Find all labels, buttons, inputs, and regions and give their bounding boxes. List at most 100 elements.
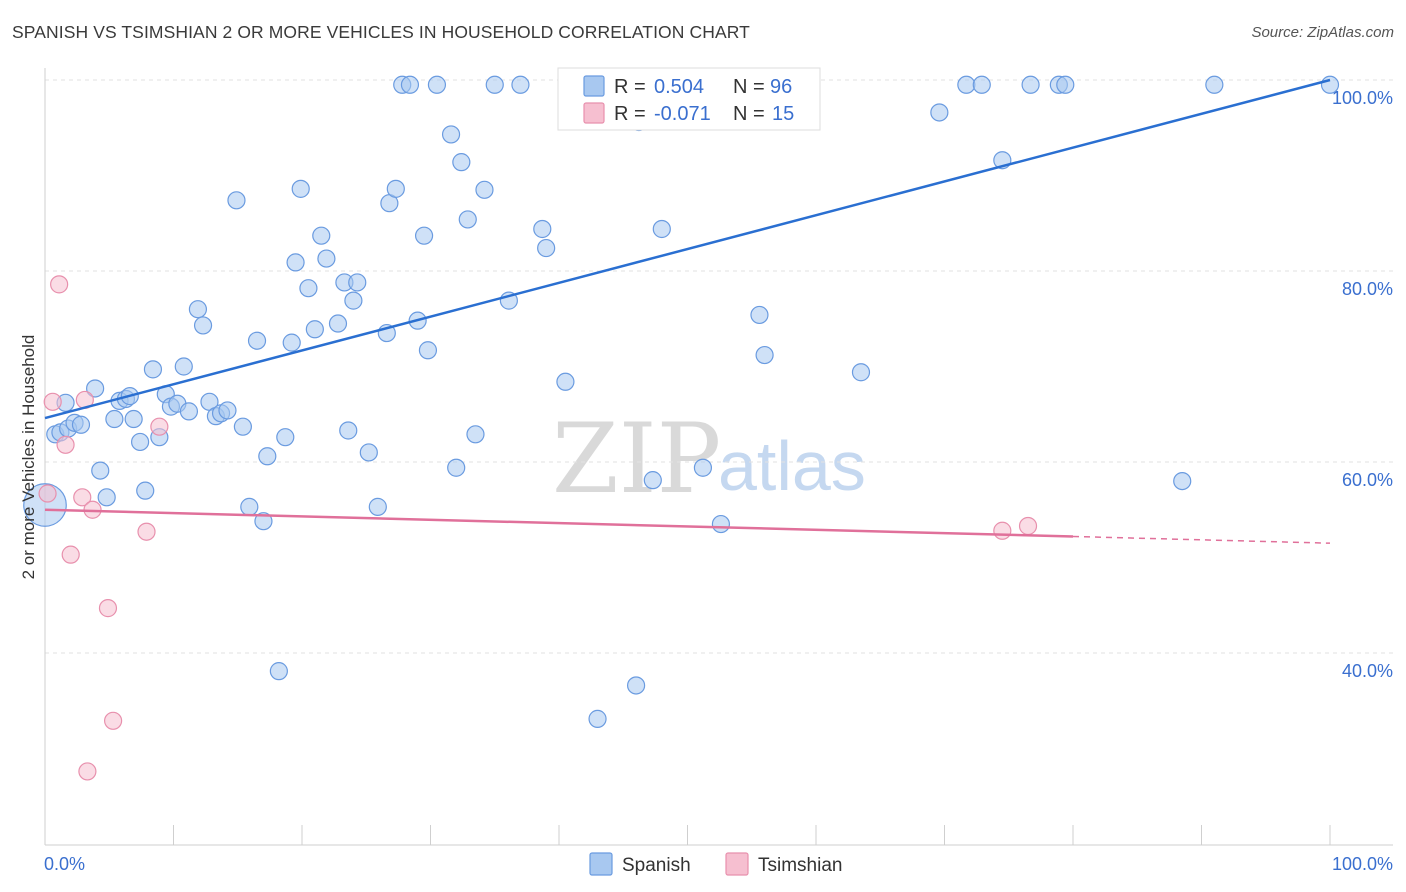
watermark: ZIP atlas <box>552 403 866 515</box>
tsimshian-trend-line <box>44 508 1074 538</box>
spanish-point <box>693 458 713 477</box>
spanish-point <box>344 291 363 310</box>
tsimshian-point <box>61 545 80 564</box>
spanish-point <box>71 415 91 434</box>
spanish-point <box>427 75 447 94</box>
tsimshian-point <box>137 522 156 541</box>
spanish-point <box>1056 75 1075 94</box>
spanish-point <box>1173 472 1192 491</box>
spanish-point <box>458 210 477 229</box>
spanish-point <box>105 409 124 429</box>
spanish-point <box>511 75 530 94</box>
x-tick-label-min: 0.0% <box>44 854 85 874</box>
spanish-point <box>91 461 110 480</box>
spanish-point <box>188 300 208 319</box>
spanish-point <box>136 481 155 500</box>
spanish-point <box>218 401 237 420</box>
spanish-point <box>247 331 267 350</box>
tsimshian-point <box>98 599 118 618</box>
spanish-point <box>291 179 310 198</box>
y-tick-label-40: 40.0% <box>1342 661 1393 681</box>
tsimshian-point <box>993 521 1012 540</box>
spanish-point <box>328 314 348 333</box>
legend-n-label-tsimshian: N = <box>733 103 765 125</box>
spanish-point <box>533 219 552 239</box>
legend-r-value-spanish: 0.504 <box>654 76 704 98</box>
legend-n-value-spanish: 96 <box>770 76 792 98</box>
spanish-point <box>711 514 731 534</box>
spanish-point <box>556 372 575 391</box>
spanish-point <box>86 379 105 398</box>
legend-r-value-tsimshian: -0.071 <box>654 103 711 125</box>
spanish-point <box>305 320 324 339</box>
spanish-point <box>485 75 504 94</box>
spanish-point <box>466 425 485 444</box>
spanish-point <box>359 443 378 462</box>
spanish-point <box>240 497 259 516</box>
spanish-point <box>452 153 471 172</box>
legend-r-label-spanish: R = <box>614 76 646 98</box>
spanish-point <box>1021 75 1040 94</box>
spanish-point <box>643 471 662 490</box>
spanish-point <box>400 75 420 94</box>
source-note: Source: ZipAtlas.com <box>1251 24 1394 41</box>
spanish-point <box>227 191 246 210</box>
bottom-legend-label-tsimshian: Tsimshian <box>758 855 842 876</box>
gridlines <box>45 79 1393 654</box>
tsimshian-trend-extension <box>1072 535 1331 544</box>
spanish-point <box>537 238 556 258</box>
spanish-point <box>414 226 434 245</box>
spanish-point <box>233 417 252 436</box>
spanish-point <box>286 253 305 272</box>
spanish-point <box>254 512 273 531</box>
spanish-point <box>193 316 213 335</box>
spanish-point <box>174 357 193 376</box>
tsimshian-point <box>56 435 75 454</box>
legend-r-label-tsimshian: R = <box>614 103 646 125</box>
legend-box: R = 0.504 N = 96 R = -0.071 N = 15 <box>557 67 821 131</box>
bottom-legend-swatch-tsimshian <box>725 852 749 876</box>
legend-swatch-spanish <box>583 75 605 97</box>
spanish-point <box>348 273 367 292</box>
legend-swatch-tsimshian <box>583 102 605 124</box>
spanish-point <box>179 402 199 421</box>
bottom-legend-label-spanish: Spanish <box>622 855 691 876</box>
watermark-atlas: atlas <box>718 427 866 505</box>
y-tick-labels: 40.0% 60.0% 80.0% 100.0% <box>1332 88 1393 681</box>
spanish-point <box>652 219 671 239</box>
spanish-point <box>258 447 277 466</box>
spanish-point <box>441 125 461 144</box>
y-tick-label-80: 80.0% <box>1342 279 1393 299</box>
tsimshian-point <box>43 392 62 411</box>
legend-n-value-tsimshian: 15 <box>772 103 794 125</box>
spanish-point <box>339 421 358 440</box>
spanish-points <box>23 75 1340 728</box>
bottom-legend: Spanish Tsimshian <box>589 852 842 876</box>
spanish-point <box>475 180 494 199</box>
spanish-point <box>750 305 769 325</box>
spanish-point <box>282 333 301 352</box>
watermark-zip: ZIP <box>552 403 721 515</box>
tsimshian-point <box>50 275 69 294</box>
tsimshian-point <box>1018 516 1038 536</box>
tsimshian-point <box>150 417 169 436</box>
spanish-point <box>299 279 318 298</box>
bottom-legend-swatch-spanish <box>589 852 613 876</box>
spanish-point <box>386 179 405 198</box>
spanish-point <box>276 428 295 447</box>
spanish-point <box>626 676 646 695</box>
spanish-point <box>588 709 607 728</box>
trend-lines <box>44 78 1331 544</box>
axes <box>44 68 1393 846</box>
chart-title: SPANISH VS TSIMSHIAN 2 OR MORE VEHICLES … <box>12 22 750 42</box>
spanish-point <box>1205 75 1224 94</box>
spanish-point <box>317 249 336 268</box>
spanish-point <box>447 458 466 477</box>
spanish-point <box>269 662 288 681</box>
spanish-point <box>930 103 949 122</box>
spanish-point <box>312 226 331 245</box>
spanish-point <box>368 497 387 516</box>
y-axis-title: 2 or more Vehicles in Household <box>19 335 38 580</box>
legend-n-label-spanish: N = <box>733 76 765 98</box>
